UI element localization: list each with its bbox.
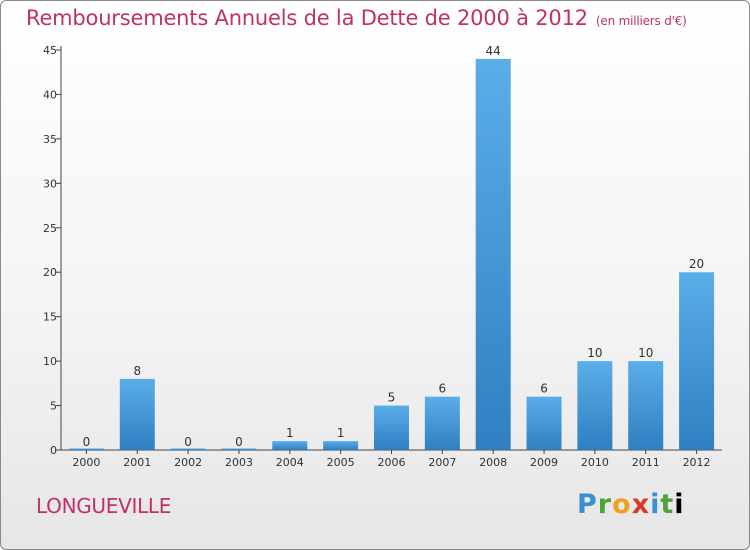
bar-value-label: 8	[133, 364, 141, 378]
y-tick-label: 20	[43, 266, 57, 279]
y-tick-label: 10	[43, 355, 57, 368]
bar	[424, 396, 460, 450]
x-tick-label: 2002	[174, 456, 202, 469]
x-tick-label: 2004	[276, 456, 304, 469]
bar-value-label: 10	[587, 346, 602, 360]
bar-value-label: 1	[286, 426, 294, 440]
labels: 0 8 0 0 1 1 5 6 44 6 10 10 20	[83, 44, 705, 449]
bar-value-label: 1	[337, 426, 345, 440]
bar	[526, 396, 562, 450]
x-tick-label: 2007	[428, 456, 456, 469]
bar-value-label: 6	[540, 382, 548, 396]
y-tick-label: 40	[43, 88, 57, 101]
x-tick-label: 2008	[479, 456, 507, 469]
x-tick-label: 2012	[683, 456, 711, 469]
x-tick-label: 2011	[632, 456, 660, 469]
bar-value-label: 5	[388, 391, 396, 405]
bar	[119, 378, 155, 450]
bar	[475, 58, 511, 451]
bar	[221, 448, 257, 450]
bar	[679, 272, 715, 450]
y-tick-label: 35	[43, 133, 57, 146]
y-tick-label: 25	[43, 222, 57, 235]
bars	[68, 58, 715, 451]
x-tick-label: 2001	[123, 456, 151, 469]
chart-title: Remboursements Annuels de la Dette de 20…	[26, 6, 687, 30]
bar	[577, 361, 613, 450]
bar-value-label: 10	[638, 346, 653, 360]
bar-value-label: 0	[235, 435, 243, 449]
bar	[628, 361, 664, 450]
x-tick-label: 2010	[581, 456, 609, 469]
bar	[272, 441, 308, 450]
bar-value-label: 0	[83, 435, 91, 449]
bar	[323, 441, 359, 450]
commune-name: LONGUEVILLE	[36, 494, 172, 518]
bar	[170, 448, 206, 450]
x-tick-label: 2000	[72, 456, 100, 469]
y-tick-label: 15	[43, 311, 57, 324]
y-tick-label: 45	[43, 44, 57, 57]
bar-value-label: 20	[689, 257, 704, 271]
chart-title-text: Remboursements Annuels de la Dette de 20…	[26, 6, 588, 30]
x-tick-label: 2009	[530, 456, 558, 469]
y-tick-label: 5	[50, 400, 57, 413]
bar	[68, 448, 104, 450]
bar	[374, 405, 409, 450]
x-tick-label: 2005	[327, 456, 355, 469]
y-tick-label: 30	[43, 177, 57, 190]
y-tick-label: 0	[50, 444, 57, 457]
chart-subtitle: (en milliers d'€)	[595, 14, 687, 28]
bar-value-label: 0	[184, 435, 192, 449]
x-tick-label: 2003	[225, 456, 253, 469]
proxiti-logo: Proxiti	[577, 489, 685, 520]
bar-value-label: 44	[486, 44, 501, 58]
bar-value-label: 6	[439, 382, 447, 396]
x-tick-label: 2006	[378, 456, 406, 469]
